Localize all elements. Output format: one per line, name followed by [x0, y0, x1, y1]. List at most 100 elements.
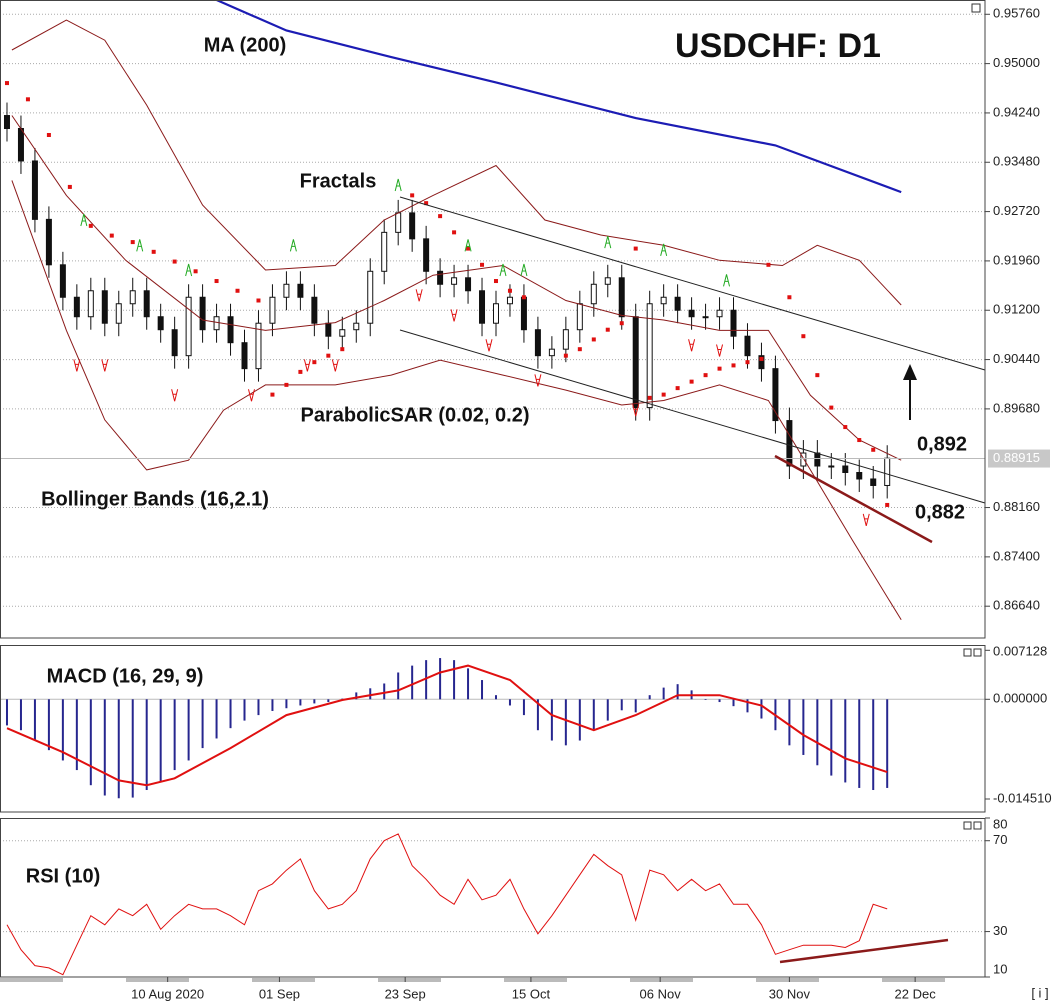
fractal-up — [520, 263, 528, 277]
candle-body — [506, 296, 513, 305]
panel-button[interactable] — [973, 648, 982, 657]
candle-body — [87, 290, 94, 318]
candle-body — [143, 290, 150, 318]
candle-body — [758, 355, 765, 370]
histogram-bar — [313, 699, 316, 704]
candle-body — [814, 452, 821, 467]
panel-title: RSI (10) — [26, 865, 100, 887]
histogram-bar — [425, 660, 428, 700]
histogram-bar — [453, 660, 456, 700]
histogram-bar — [592, 699, 595, 731]
candle-body — [409, 212, 416, 240]
fractal-down — [303, 359, 311, 372]
histogram-bar — [201, 699, 204, 749]
bollinger-band — [11, 180, 902, 621]
histogram-bar — [676, 684, 679, 700]
y-tick-label: 0.86640 — [993, 598, 1040, 613]
sar-dot — [256, 298, 261, 303]
sar-dot — [759, 356, 764, 361]
annotation: Bollinger Bands (16,2.1) — [41, 488, 269, 510]
histogram-bar — [508, 699, 511, 706]
panel-button[interactable] — [963, 648, 972, 657]
candle-body — [339, 329, 346, 337]
fractal-down — [171, 389, 179, 402]
last-price-box — [988, 449, 1050, 468]
histogram-bar — [103, 699, 106, 796]
sar-dot — [424, 201, 429, 206]
y-tick-label: 0.91960 — [993, 252, 1040, 267]
histogram-bar — [802, 699, 805, 755]
histogram-bar — [229, 699, 232, 729]
candle-body — [213, 316, 220, 331]
date-strip — [0, 978, 985, 982]
sar-dot — [438, 214, 443, 219]
fractal-up — [660, 243, 668, 256]
sar-dot — [452, 230, 457, 235]
panel-button[interactable] — [973, 821, 982, 830]
sar-dot — [647, 395, 652, 400]
panel-button[interactable] — [963, 821, 972, 830]
panel-border — [0, 645, 986, 813]
histogram-bar — [411, 665, 414, 700]
fractal-down — [716, 344, 724, 357]
fractal-up — [499, 263, 507, 277]
histogram-bar — [145, 699, 148, 791]
panel-button[interactable] — [971, 3, 981, 13]
histogram-bar — [662, 687, 665, 700]
histogram-bar — [131, 699, 134, 798]
histogram-bar — [718, 699, 721, 703]
info-button[interactable]: [ i ] — [1031, 985, 1048, 1000]
x-tick-label: 23 Sep — [385, 986, 426, 1001]
histogram-bar — [243, 699, 246, 721]
candle-body — [730, 309, 737, 337]
candle-body — [269, 296, 276, 324]
sar-dot — [766, 262, 771, 267]
fractal-up — [723, 274, 731, 287]
histogram-bar — [606, 699, 609, 721]
fractal-down — [485, 339, 493, 352]
histogram-bar — [872, 699, 875, 791]
histogram-bar — [397, 672, 400, 700]
histogram-bar — [47, 699, 50, 751]
sar-dot — [857, 438, 862, 443]
fractal-down — [248, 389, 255, 402]
fractal-down — [450, 309, 458, 322]
candle-body — [479, 290, 486, 324]
candle-body — [227, 316, 234, 344]
x-tick-label: 01 Sep — [259, 986, 300, 1001]
candle-body — [856, 471, 863, 480]
y-tick-label: 80 — [993, 816, 1007, 831]
candle-body — [129, 290, 136, 305]
sar-dot — [815, 373, 820, 378]
fractal-up — [604, 235, 612, 249]
histogram-bar — [732, 699, 735, 707]
candle-body — [115, 303, 122, 324]
histogram-bar — [299, 699, 302, 706]
sar-dot — [109, 233, 114, 238]
candle-body — [353, 322, 360, 331]
fractal-down — [688, 339, 696, 352]
annotation: ParabolicSAR (0.02, 0.2) — [301, 404, 530, 426]
sar-dot — [214, 279, 219, 284]
histogram-bar — [522, 699, 525, 716]
candle-body — [870, 478, 877, 486]
histogram-bar — [159, 699, 162, 783]
moving-average — [216, 0, 902, 194]
rsi-line — [6, 833, 888, 976]
histogram-bar — [858, 699, 861, 788]
sar-dot — [577, 347, 582, 352]
y-tick-label: -0.014510 — [993, 790, 1052, 805]
candle-body — [786, 420, 793, 467]
y-tick-label: 70 — [993, 832, 1007, 847]
sar-dot — [25, 97, 30, 102]
candle-body — [185, 296, 192, 357]
drawings — [399, 196, 986, 964]
y-tick-label: 0.88160 — [993, 499, 1040, 514]
histogram-bar — [746, 699, 749, 713]
candle-body — [199, 296, 206, 331]
y-tick-label: 0.95760 — [993, 6, 1040, 21]
sar-dot — [885, 502, 890, 507]
histogram-bar — [620, 699, 623, 711]
